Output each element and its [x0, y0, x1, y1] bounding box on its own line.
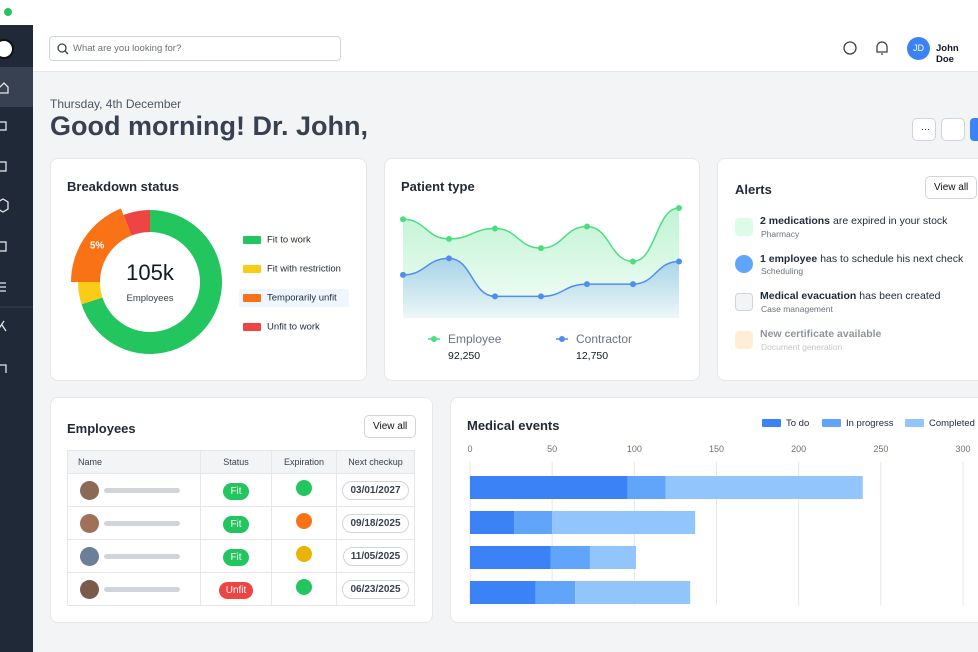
- alert-category: Scheduling: [761, 266, 804, 276]
- list-icon[interactable]: [0, 282, 6, 292]
- search-icon: [57, 43, 69, 55]
- card-title: Alerts: [735, 182, 772, 197]
- header-icons: [843, 41, 888, 55]
- employees-table: Name Status Expiration Next checkup Fit 0…: [67, 450, 415, 606]
- avatar: [80, 579, 99, 599]
- row[interactable]: Fit 09/18/2025: [67, 506, 415, 540]
- column-header: Status: [200, 450, 272, 474]
- patient-card: Patient type: [384, 158, 700, 381]
- nav-home[interactable]: [0, 67, 33, 107]
- book-icon[interactable]: [0, 241, 7, 252]
- box-icon[interactable]: [0, 198, 9, 213]
- view-all-button[interactable]: View all: [925, 176, 978, 199]
- calendar-icon[interactable]: [0, 121, 7, 131]
- alert-rest: has been created: [859, 290, 941, 302]
- status-pill: Fit: [223, 515, 249, 533]
- logo: [0, 39, 14, 59]
- name-placeholder: [104, 586, 180, 592]
- search-box[interactable]: What are you looking for?: [49, 36, 341, 61]
- column-header: Expiration: [271, 450, 337, 474]
- employees-card: Employees View all Name Status Expiratio…: [50, 397, 433, 623]
- name-placeholder: [104, 520, 180, 526]
- alert-rest: has to schedule his next check: [820, 253, 964, 265]
- avatar: [80, 480, 99, 500]
- info-icon[interactable]: [843, 41, 857, 55]
- avatar: [80, 546, 99, 566]
- alert-text: New certificate available: [760, 328, 884, 340]
- settings-button[interactable]: [941, 118, 965, 141]
- sidebar: [0, 25, 33, 652]
- building-icon[interactable]: [0, 364, 7, 373]
- alert-bold: Medical evacuation: [760, 290, 857, 302]
- user-avatar[interactable]: JD: [907, 37, 930, 60]
- row[interactable]: Fit 11/05/2025: [67, 539, 415, 573]
- alert-category: Document generation: [761, 342, 843, 352]
- row[interactable]: Unfit 06/23/2025: [67, 572, 415, 606]
- alert-bold: New certificate available: [760, 328, 882, 340]
- status-pill: Fit: [223, 548, 249, 566]
- search-placeholder: What are you looking for?: [73, 43, 182, 54]
- flask-icon[interactable]: [0, 320, 7, 332]
- medical-card: Medical events: [450, 397, 978, 623]
- bell-icon[interactable]: [876, 41, 888, 55]
- expiration-icon: [296, 545, 312, 562]
- alert-text: 1 employee has to schedule his next check: [760, 253, 963, 265]
- column-header: Next checkup: [336, 450, 415, 474]
- checkup-date: 09/18/2025: [342, 514, 409, 533]
- expiration-icon: [296, 578, 312, 595]
- name-placeholder: [104, 553, 180, 559]
- expiration-icon: [296, 512, 312, 529]
- nav-icons: [0, 82, 33, 373]
- checkup-date: 06/23/2025: [342, 580, 409, 599]
- card-title: Employees: [67, 421, 136, 436]
- pill-icon: [735, 218, 753, 236]
- date: Thursday, 4th December: [50, 97, 182, 111]
- top-bar: What are you looking for? JD John Doe: [33, 25, 978, 72]
- card-title: Breakdown status: [67, 179, 179, 194]
- breakdown-card: Breakdown status: [50, 158, 367, 381]
- alert-bold: 2 medications: [760, 215, 831, 227]
- case-icon: [735, 293, 753, 311]
- checkup-date: 11/05/2025: [342, 547, 409, 566]
- card-title: Patient type: [401, 179, 475, 194]
- expiration-icon: [296, 479, 312, 496]
- status-pill: Fit: [223, 482, 249, 500]
- alert-text: 2 medications are expired in your stock: [760, 215, 947, 227]
- alert-category: Case management: [761, 304, 833, 314]
- status-pill: Unfit: [218, 581, 254, 599]
- alerts-card: Alerts View all: [717, 158, 978, 381]
- primary-button[interactable]: [970, 118, 978, 141]
- alert-text: Medical evacuation has been created: [760, 290, 940, 302]
- home-icon[interactable]: [0, 82, 9, 94]
- avatar: [80, 513, 99, 533]
- column-header: Name: [67, 450, 201, 474]
- name-placeholder: [104, 487, 180, 493]
- card-title: Medical events: [467, 418, 560, 433]
- header-row: Name Status Expiration Next checkup: [67, 450, 415, 474]
- alert-category: Pharmacy: [761, 229, 800, 239]
- greeting: Good morning! Dr. John,: [50, 111, 368, 141]
- clipboard-icon[interactable]: [0, 161, 7, 172]
- more-button[interactable]: ···: [912, 118, 936, 141]
- browser-bar: [0, 0, 978, 26]
- alert-bold: 1 employee: [760, 253, 818, 265]
- row[interactable]: Fit 03/01/2027: [67, 473, 415, 507]
- checkup-date: 03/01/2027: [342, 481, 409, 500]
- certificate-icon: [735, 331, 753, 349]
- status-dot: [4, 8, 12, 16]
- employee-avatar: [735, 255, 753, 273]
- user-name[interactable]: John Doe: [936, 43, 959, 65]
- alert-rest: are expired in your stock: [833, 215, 948, 227]
- view-all-button[interactable]: View all: [364, 415, 417, 438]
